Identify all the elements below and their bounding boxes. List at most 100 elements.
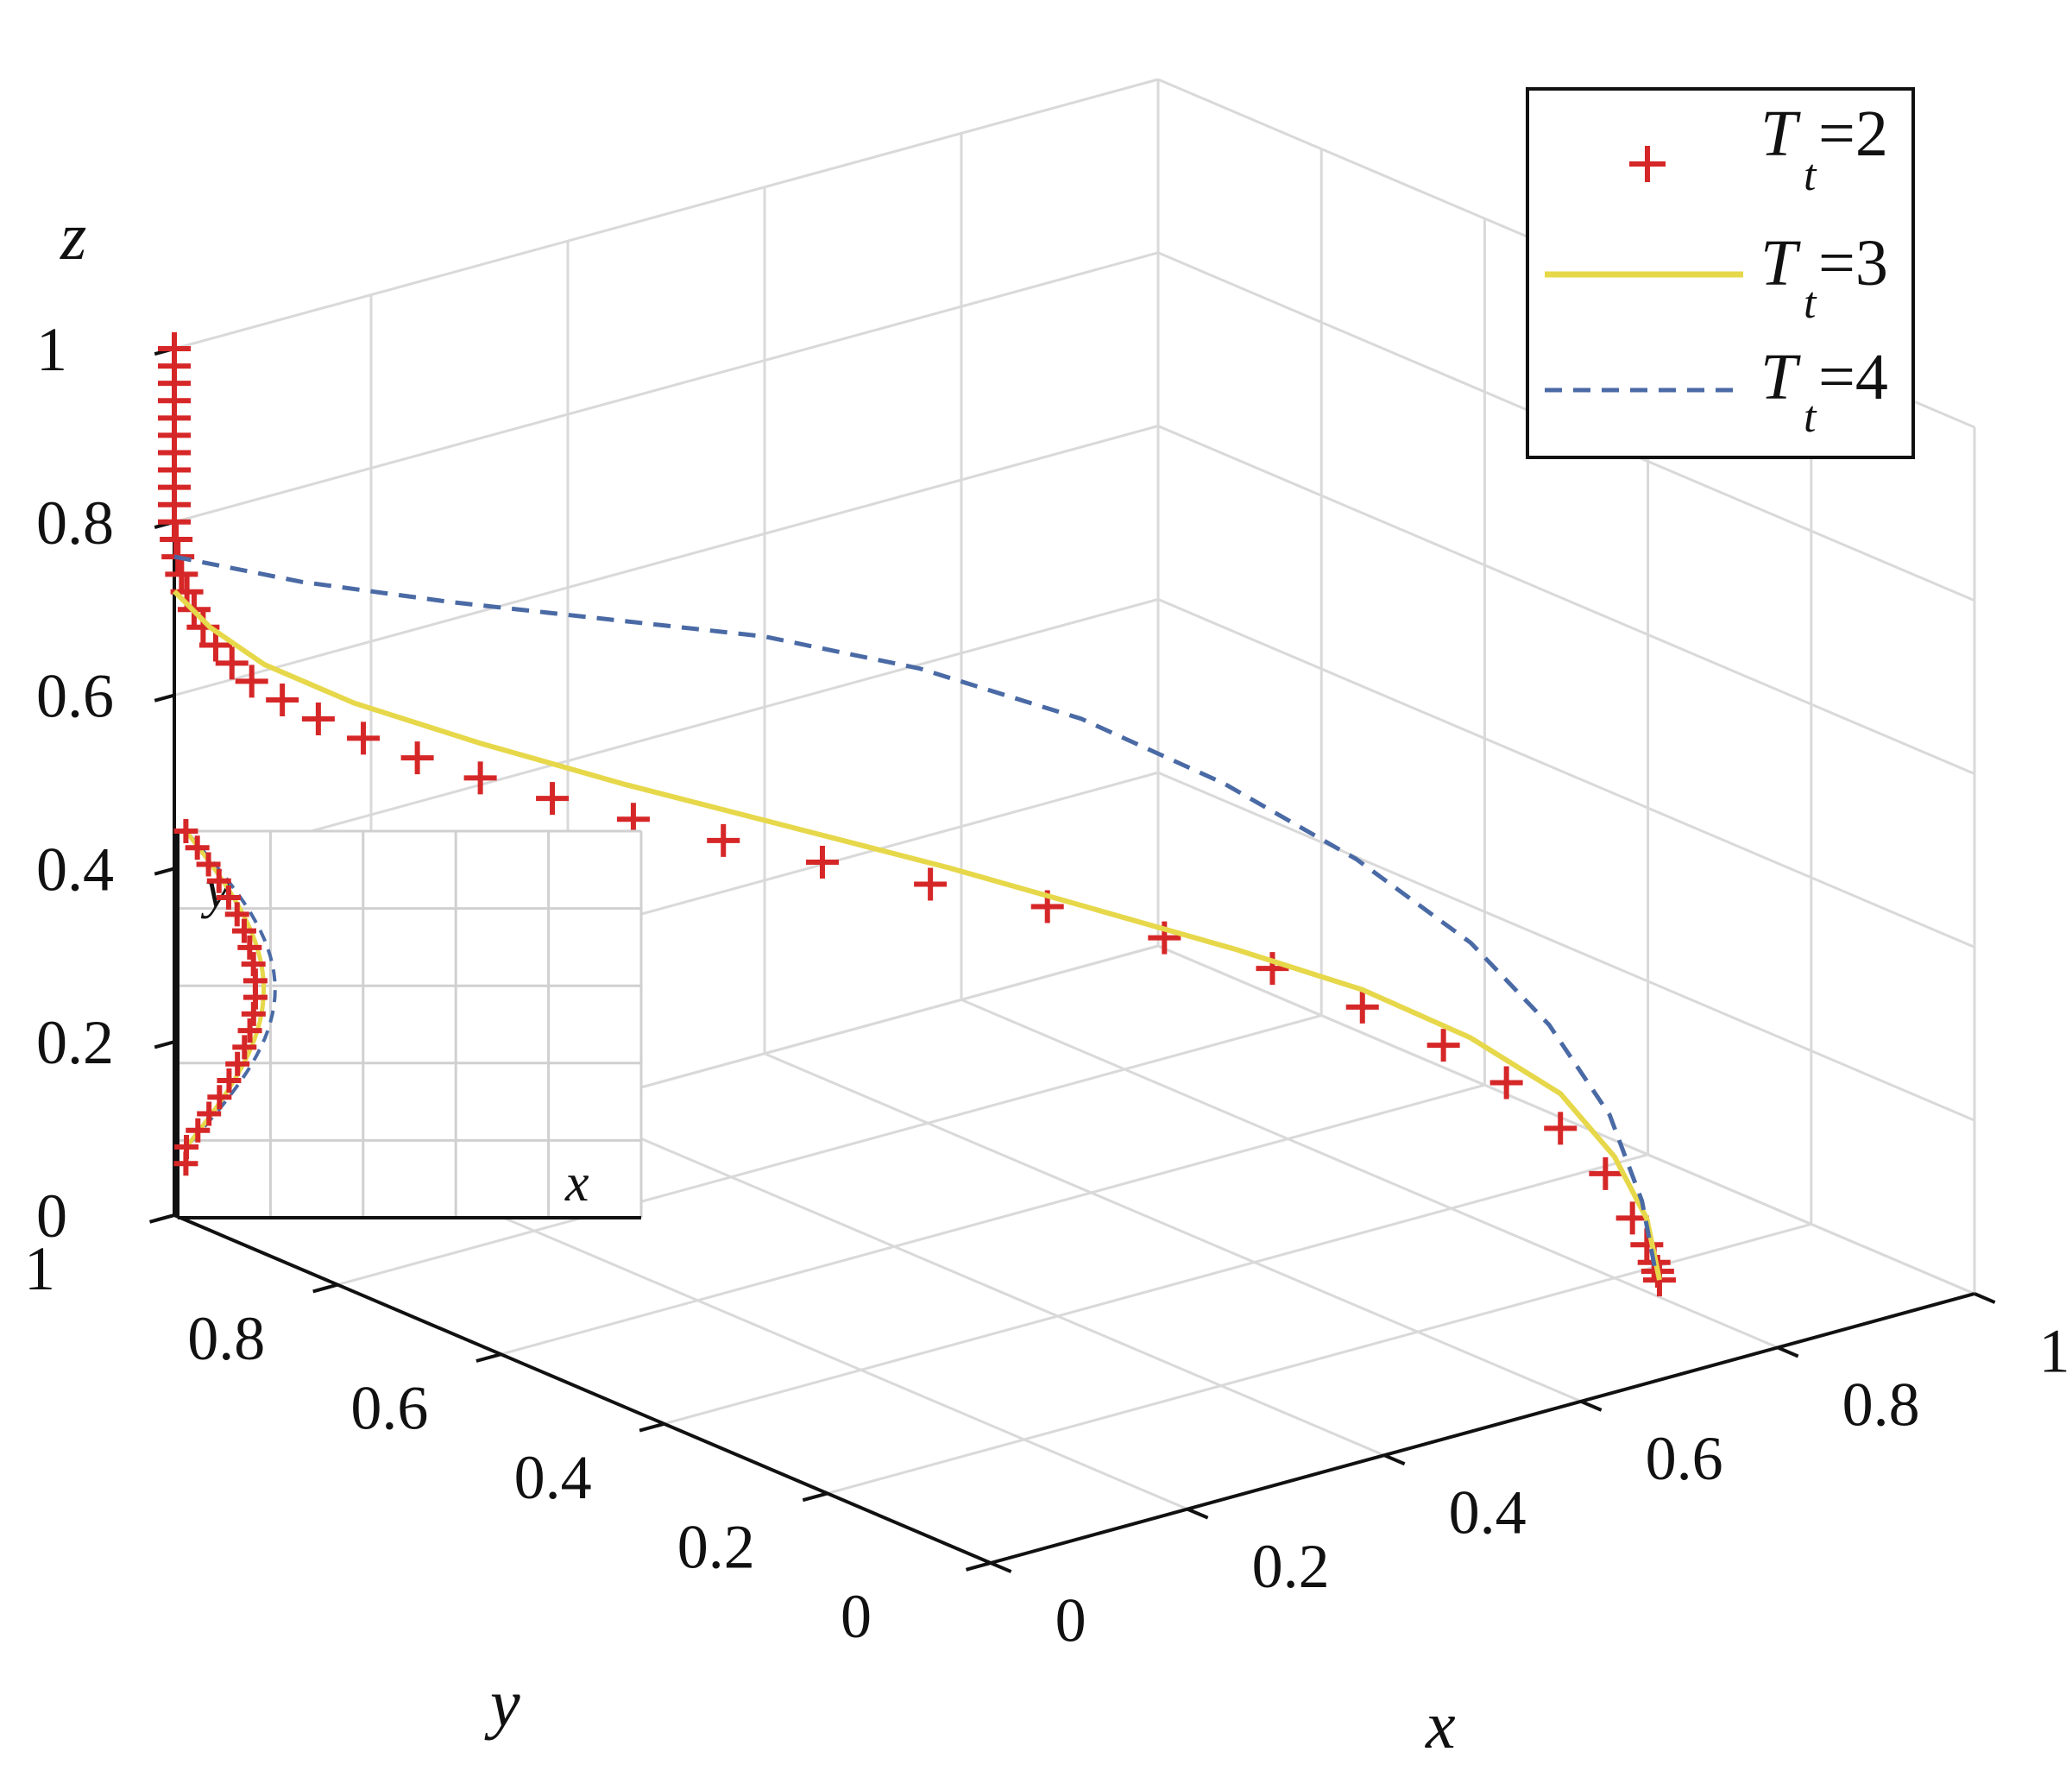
legend-entry-tt3-text: =3 bbox=[1818, 227, 1888, 299]
data-point-tt2 bbox=[536, 782, 570, 816]
inset-point-tt2 bbox=[217, 1068, 242, 1093]
data-point-tt2 bbox=[1544, 1112, 1578, 1145]
inset-x-label: x bbox=[564, 1154, 589, 1213]
x-axis-label: x bbox=[1425, 1687, 1456, 1762]
y-tick-label: 0.8 bbox=[187, 1304, 265, 1373]
y-tick-mark bbox=[312, 1282, 338, 1294]
grid-line-sidewall-z bbox=[1157, 425, 1975, 775]
inset-point-tt2 bbox=[196, 852, 221, 877]
data-point-tt2 bbox=[1345, 990, 1379, 1024]
z-tick-label: 0.4 bbox=[36, 835, 114, 904]
legend-entry-tt4-subscript: t bbox=[1804, 393, 1817, 442]
inset-point-tt2 bbox=[237, 935, 262, 960]
y-tick-mark bbox=[802, 1491, 828, 1503]
inset-point-tt2 bbox=[197, 1101, 222, 1126]
z-tick-label: 0.2 bbox=[36, 1008, 114, 1077]
legend-marker-plus bbox=[1629, 146, 1666, 182]
x-tick-mark bbox=[1580, 1399, 1603, 1412]
inset-point-tt2 bbox=[173, 1151, 198, 1176]
data-point-tt2 bbox=[1489, 1066, 1523, 1100]
inset-point-tt2 bbox=[216, 885, 241, 911]
inset-point-tt2 bbox=[225, 1051, 250, 1076]
legend-entry-tt2-text: =2 bbox=[1818, 98, 1888, 170]
y-tick-label: 0.4 bbox=[514, 1443, 592, 1512]
legend-entry-tt4: T t =4 bbox=[1545, 341, 1888, 442]
y-tick-label: 0 bbox=[841, 1582, 872, 1651]
grid-layer bbox=[173, 78, 1976, 1565]
legend-entry-tt2-symbol: T bbox=[1760, 98, 1801, 170]
legend-entry-tt2: T t =2 bbox=[1629, 98, 1888, 200]
inset-panel: yx bbox=[173, 819, 643, 1219]
grid-line-backwall-z bbox=[173, 425, 1159, 697]
grid-line-backwall-z bbox=[173, 597, 1159, 870]
x-tick-label: 0.8 bbox=[1842, 1371, 1920, 1440]
inset-point-tt2 bbox=[207, 1085, 232, 1110]
x-tick-label: 0.2 bbox=[1252, 1532, 1330, 1601]
data-point-tt2 bbox=[914, 867, 948, 901]
y-axis-label: y bbox=[484, 1666, 520, 1741]
x-tick-mark bbox=[1974, 1292, 1996, 1304]
data-point-tt2 bbox=[1256, 952, 1289, 986]
legend-entry-tt3-symbol: T bbox=[1760, 227, 1801, 299]
y-tick-label: 0.6 bbox=[350, 1373, 428, 1442]
x-tick-label: 1 bbox=[2039, 1316, 2070, 1385]
y-tick-mark bbox=[965, 1561, 992, 1572]
data-point-tt2 bbox=[1615, 1201, 1649, 1235]
grid-line-sidewall-z bbox=[1157, 771, 1975, 1122]
grid-line-floor-x bbox=[960, 999, 1779, 1349]
x-axis-line bbox=[990, 1292, 1975, 1565]
inset-point-tt2 bbox=[224, 902, 249, 927]
inset-point-tt2 bbox=[186, 1118, 211, 1143]
z-tick-label: 0.6 bbox=[36, 662, 114, 731]
inset-point-tt2 bbox=[237, 1018, 262, 1043]
z-tick-label: 0 bbox=[36, 1182, 67, 1251]
inset-point-tt2 bbox=[206, 868, 231, 893]
inset-point-tt2 bbox=[241, 1001, 266, 1026]
grid-line-floor-y bbox=[501, 1083, 1485, 1356]
y-tick-label: 0.2 bbox=[677, 1513, 755, 1582]
data-point-tt2 bbox=[347, 722, 381, 755]
legend-entry-tt3-subscript: t bbox=[1804, 279, 1817, 328]
legend: T t =2 T t =3 T t =4 bbox=[1526, 87, 1915, 459]
tick-labels: 0 0 0 0.2 0.2 0.2 0.4 0.4 0.4 0.6 0.6 0.6 0.8 0.8 0.8 1… bbox=[24, 315, 2070, 1654]
y-axis-line bbox=[173, 1213, 992, 1565]
inset-point-tt2 bbox=[231, 918, 256, 943]
x-tick-mark bbox=[1383, 1453, 1406, 1466]
data-point-tt2 bbox=[215, 646, 249, 680]
grid-line-floor-y bbox=[664, 1153, 1648, 1426]
grid-line-floor-y bbox=[337, 1014, 1322, 1287]
data-point-tt2 bbox=[400, 741, 434, 775]
x-tick-mark bbox=[1777, 1345, 1799, 1358]
x-tick-mark bbox=[990, 1561, 1012, 1573]
grid-line-backwall-z bbox=[173, 78, 1159, 350]
grid-line-floor-x bbox=[1157, 944, 1975, 1295]
data-point-tt2 bbox=[805, 846, 839, 879]
grid-line-sidewall-z bbox=[1157, 598, 1975, 948]
x-tick-label: 0.6 bbox=[1646, 1424, 1723, 1493]
x-tick-label: 0 bbox=[1055, 1585, 1086, 1654]
data-point-tt2 bbox=[165, 558, 198, 591]
y-tick-mark bbox=[639, 1421, 665, 1433]
inset-point-tt2 bbox=[232, 1035, 257, 1060]
data-point-tt2 bbox=[707, 823, 740, 857]
series-line-tt4 bbox=[173, 554, 1659, 1276]
legend-entry-tt4-symbol: T bbox=[1760, 341, 1801, 413]
data-point-tt2 bbox=[1426, 1029, 1460, 1062]
data-point-tt2 bbox=[235, 665, 268, 698]
z-tick-mark bbox=[154, 693, 175, 703]
z-tick-label: 0.8 bbox=[36, 488, 114, 558]
z-tick-mark bbox=[154, 1040, 175, 1049]
series-line-tt3 bbox=[172, 589, 1662, 1281]
inset-point-tt2 bbox=[185, 835, 210, 860]
legend-entry-tt3: T t =3 bbox=[1545, 227, 1888, 328]
series-layer bbox=[158, 332, 1676, 1297]
data-point-tt2 bbox=[301, 702, 335, 735]
legend-entry-tt4-text: =4 bbox=[1818, 341, 1888, 413]
data-point-tt2 bbox=[463, 761, 497, 795]
inset-point-tt2 bbox=[173, 819, 198, 843]
z-tick-mark bbox=[154, 866, 175, 876]
y-tick-label: 1 bbox=[24, 1234, 55, 1303]
legend-entry-tt2-subscript: t bbox=[1804, 151, 1817, 200]
data-point-tt2 bbox=[1589, 1156, 1622, 1190]
x-tick-label: 0.4 bbox=[1449, 1478, 1527, 1547]
